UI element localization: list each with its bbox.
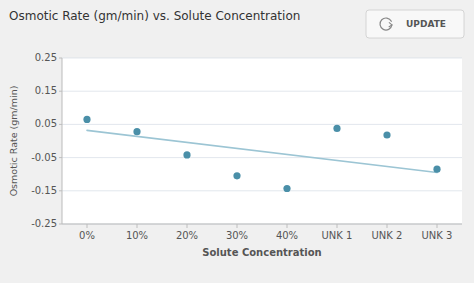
grid-line (62, 91, 462, 92)
point (233, 172, 240, 179)
x-tick (187, 224, 188, 228)
point (383, 131, 390, 138)
point (433, 166, 440, 173)
button-box (366, 10, 464, 38)
y-tick-label: -0.05 (31, 152, 57, 163)
y-tick-label: 0.05 (35, 118, 57, 129)
grid-line (62, 124, 462, 125)
x-axis (62, 224, 462, 225)
x-tick-label: 40% (276, 230, 298, 241)
point (83, 116, 90, 123)
x-tick (137, 224, 138, 228)
plot-area (62, 58, 462, 224)
x-tick-label: 10% (126, 230, 148, 241)
chart: -0.25 -0.15 -0.05 0.05 0.15 0.25 0% 10% 20% 30% 40… (0, 0, 474, 283)
y-tick-label: -0.15 (31, 185, 57, 196)
x-tick (387, 224, 388, 228)
point (183, 151, 190, 158)
grid-line (62, 58, 462, 59)
point (283, 185, 290, 192)
grid-line (62, 224, 462, 225)
x-tick (437, 224, 438, 228)
marks (83, 116, 440, 192)
title: Osmotic Rate (gm/min) vs. Solute Concent… (9, 9, 300, 23)
point (333, 125, 340, 132)
y-tick-label: 0.15 (35, 85, 57, 96)
x-tick-label: UNK 3 (422, 230, 453, 241)
y-axis (62, 58, 63, 224)
x-tick-label: 0% (79, 230, 95, 241)
x-axis-label: Solute Concentration (202, 247, 321, 258)
y-tick-label: 0.25 (35, 52, 57, 63)
grid-line (62, 157, 462, 158)
update-button[interactable]: UPDATE (366, 10, 464, 38)
x-tick (87, 224, 88, 228)
button-text[interactable]: UPDATE (406, 19, 446, 29)
point (133, 128, 140, 135)
x-tick (337, 224, 338, 228)
x-tick (287, 224, 288, 228)
x-tick-label: UNK 2 (372, 230, 403, 241)
y-axis-label: Osmotic Rate (gm/min) (8, 86, 19, 197)
refresh-arrow (389, 22, 392, 27)
grid-line (62, 190, 462, 191)
y-tick-label: -0.25 (31, 218, 57, 229)
x-tick-label: UNK 1 (322, 230, 353, 241)
trend-line (87, 130, 437, 172)
x-tick-label: 20% (176, 230, 198, 241)
x-tick-label: 30% (226, 230, 248, 241)
x-tick (237, 224, 238, 228)
background (0, 0, 474, 283)
refresh-icon (380, 18, 392, 30)
